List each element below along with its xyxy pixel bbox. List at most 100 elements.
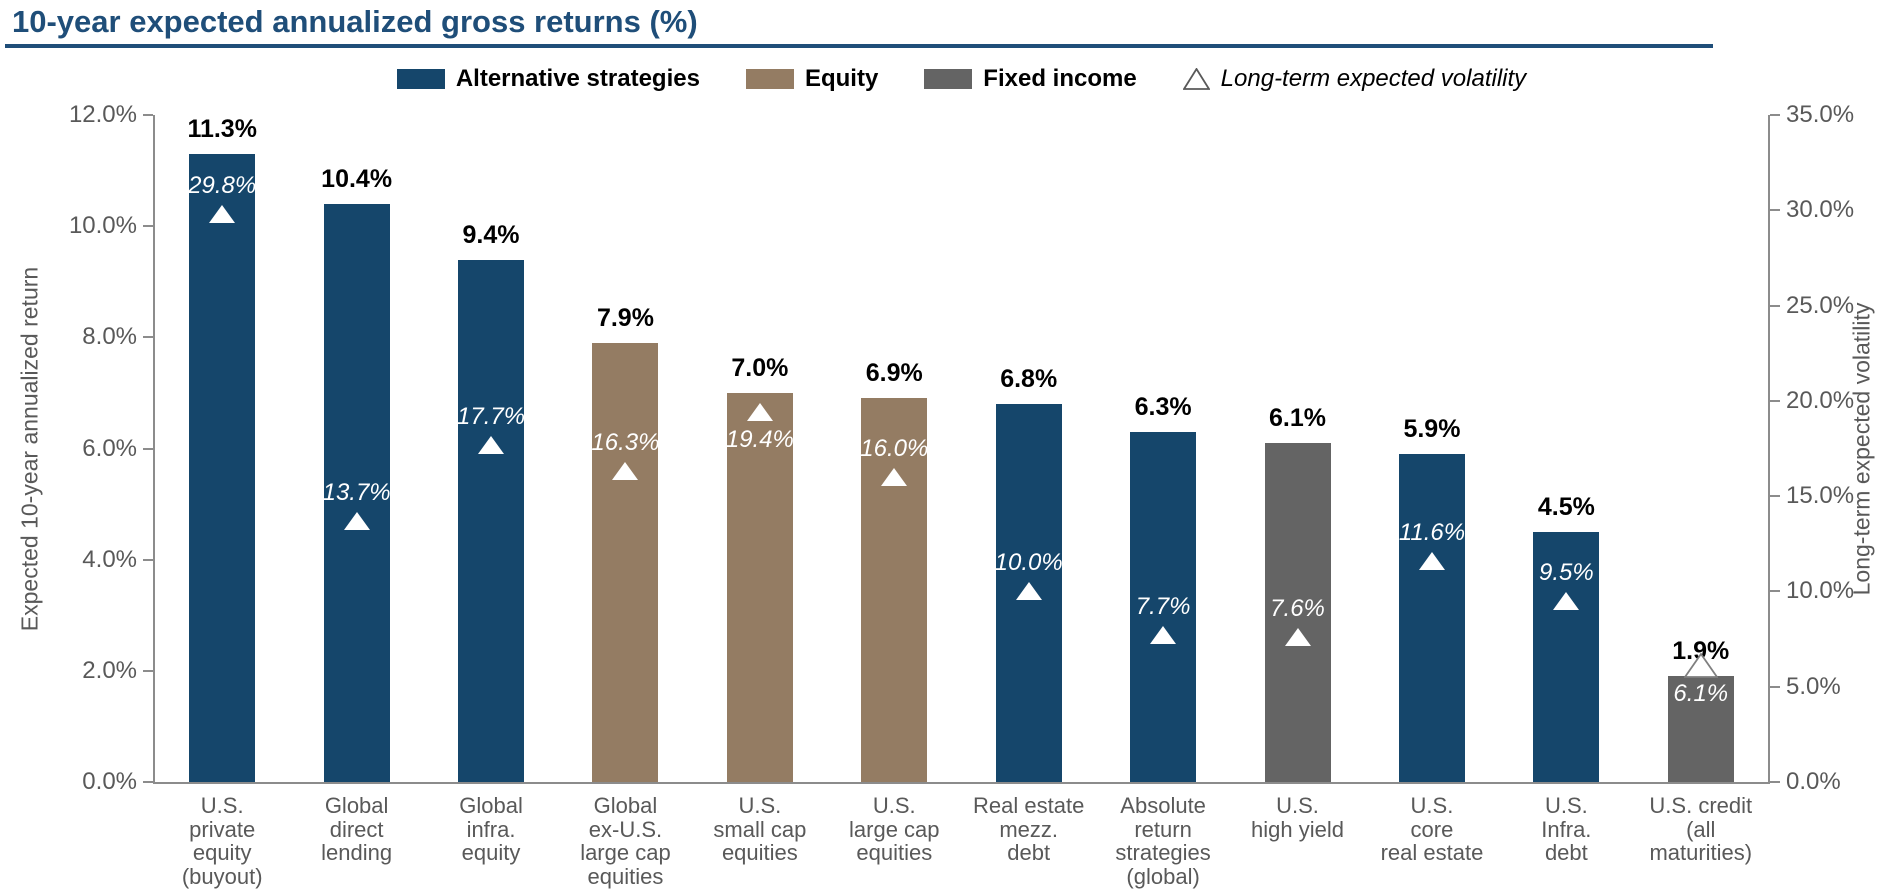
chart-bar (726, 392, 793, 782)
category-axis-label: U.S. Infra. debt (1541, 793, 1592, 865)
right-axis-tick (1770, 209, 1780, 212)
left-axis-tick-label: 12.0% (68, 101, 137, 128)
chart-bar (1398, 454, 1465, 782)
return-value-label: 6.8% (1000, 365, 1058, 394)
chart-bar (189, 153, 256, 782)
volatility-value-label: 9.5% (1539, 558, 1594, 586)
legend-item-fixed-income: Fixed income (924, 65, 1137, 93)
chart-bar (1533, 531, 1600, 782)
return-value-label: 6.3% (1134, 392, 1192, 421)
volatility-value-label: 16.0% (860, 435, 929, 463)
right-axis-tick-label: 0.0% (1786, 768, 1841, 795)
chart-bar (1130, 431, 1197, 782)
volatility-triangle-marker (343, 511, 371, 536)
chart-bar (592, 342, 659, 782)
return-value-label: 6.9% (865, 359, 923, 388)
category-axis-label: U.S. credit (all maturities) (1649, 793, 1753, 865)
return-value-label: 10.4% (321, 164, 393, 193)
left-axis-tick-label: 10.0% (68, 212, 137, 240)
return-value-label: 6.1% (1269, 403, 1327, 432)
left-axis-tick (143, 225, 153, 228)
legend-label-alternative: Alternative strategies (455, 65, 700, 92)
page-title: 10-year expected annualized gross return… (12, 4, 698, 39)
left-axis-title: Expected 10-year annualized return (16, 266, 43, 631)
legend-item-alternative: Alternative strategies (396, 65, 700, 93)
left-axis-line (153, 115, 155, 784)
right-axis-tick-label: 35.0% (1786, 101, 1855, 128)
left-axis-tick (143, 669, 153, 672)
right-axis-tick-label: 10.0% (1786, 577, 1855, 605)
return-value-label: 11.3% (187, 114, 257, 143)
chart-bar (1264, 442, 1331, 782)
chart-bar (1667, 676, 1734, 782)
bottom-axis-line (153, 782, 1770, 784)
left-axis-tick (143, 336, 153, 339)
legend-swatch-fixed-income (924, 69, 973, 89)
volatility-triangle-marker (1683, 652, 1719, 683)
legend-label-equity: Equity (804, 65, 879, 92)
right-axis-tick (1770, 495, 1780, 498)
category-axis-label: U.S. private equity (buyout) (181, 793, 263, 889)
volatility-triangle-marker (746, 402, 774, 427)
volatility-triangle-marker (880, 467, 908, 492)
category-axis-label: Global ex-U.S. large cap equities (580, 793, 671, 889)
left-axis-tick (143, 114, 153, 116)
legend-swatch-equity (745, 69, 794, 89)
right-axis-tick (1770, 114, 1780, 116)
category-axis-label: U.S. high yield (1251, 793, 1344, 842)
right-axis-tick (1770, 781, 1780, 783)
volatility-value-label: 19.4% (725, 426, 794, 454)
triangle-marker-icon (1182, 68, 1210, 90)
right-axis-tick-label: 20.0% (1786, 386, 1855, 414)
volatility-value-label: 13.7% (322, 478, 391, 506)
volatility-value-label: 11.6% (1398, 518, 1466, 546)
right-axis-tick-label: 25.0% (1786, 291, 1855, 319)
legend-swatch-alternative (396, 69, 445, 89)
return-value-label: 7.0% (731, 353, 789, 382)
right-axis-tick-label: 5.0% (1786, 672, 1841, 700)
chart-legend: Alternative strategies Equity Fixed income… (155, 62, 1768, 96)
category-axis-label: Global direct lending (321, 793, 393, 865)
right-axis-tick (1770, 304, 1780, 307)
return-value-label: 5.9% (1403, 415, 1461, 444)
category-axis-label: Real estate mezz. debt (973, 793, 1085, 865)
left-axis-tick (143, 781, 153, 783)
right-axis-title: Long-term expected volatility (1848, 302, 1875, 595)
return-value-label: 4.5% (1537, 492, 1595, 521)
category-axis-label: U.S. large cap equities (849, 793, 940, 865)
chart-bar (861, 398, 928, 782)
volatility-triangle-marker (1284, 627, 1312, 652)
left-axis-tick (143, 447, 153, 450)
volatility-value-label: 7.6% (1270, 595, 1325, 623)
right-axis-tick (1770, 399, 1780, 402)
volatility-value-label: 10.0% (994, 549, 1063, 577)
volatility-triangle-marker (1015, 581, 1043, 606)
legend-item-volatility: Long-term expected volatility (1182, 65, 1526, 93)
chart-bar (458, 259, 525, 782)
category-axis-label: Global infra. equity (459, 793, 523, 865)
right-axis-tick-label: 15.0% (1786, 482, 1855, 510)
left-axis-tick-label: 4.0% (82, 545, 137, 573)
category-axis-label: U.S. core real estate (1380, 793, 1484, 865)
title-underline (5, 44, 1713, 48)
volatility-triangle-marker (208, 204, 236, 229)
volatility-value-label: 6.1% (1673, 679, 1729, 707)
legend-item-equity: Equity (745, 65, 879, 93)
volatility-triangle-marker (477, 435, 505, 460)
return-value-label: 9.4% (462, 220, 520, 249)
volatility-value-label: 7.7% (1135, 593, 1191, 621)
right-axis-tick (1770, 590, 1780, 593)
left-axis-tick-label: 0.0% (82, 768, 137, 795)
right-axis-line (1768, 115, 1770, 784)
left-axis-tick-label: 8.0% (82, 323, 137, 351)
left-axis-tick (143, 558, 153, 561)
volatility-triangle-marker (1552, 591, 1580, 616)
category-axis-label: Absolute return strategies (global) (1115, 793, 1211, 889)
volatility-value-label: 17.7% (457, 402, 526, 430)
volatility-triangle-marker (611, 461, 639, 486)
category-axis-label: U.S. small cap equities (713, 793, 807, 865)
left-axis-tick-label: 6.0% (82, 434, 137, 462)
right-axis-tick (1770, 685, 1780, 688)
